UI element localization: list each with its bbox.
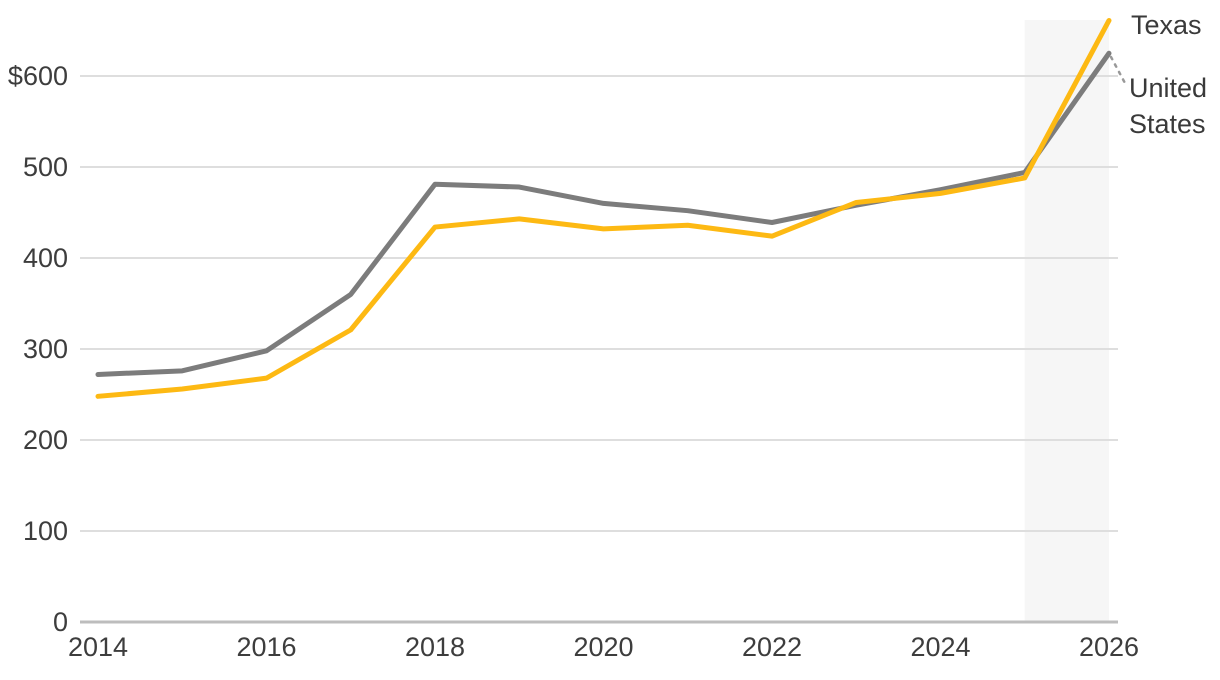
forecast-band bbox=[1024, 20, 1109, 622]
x-tick-label: 2018 bbox=[404, 632, 466, 662]
x-tick-label: 2024 bbox=[910, 632, 971, 662]
y-tick-label: 100 bbox=[22, 516, 68, 546]
x-tick-label: 2014 bbox=[67, 632, 129, 662]
united-states-line bbox=[95, 50, 1112, 377]
y-tick-label: 300 bbox=[22, 334, 68, 364]
texas-series-label: Texas bbox=[1131, 10, 1202, 40]
y-tick-label: 400 bbox=[22, 243, 68, 273]
x-tick-label: 2022 bbox=[741, 632, 803, 662]
texas-line bbox=[95, 17, 1112, 399]
x-tick-label: 2026 bbox=[1078, 632, 1140, 662]
y-tick-label: $600 bbox=[7, 61, 68, 91]
y-tick-label: 500 bbox=[22, 152, 68, 182]
x-tick-label: 2016 bbox=[236, 632, 297, 662]
y-tick-label: 200 bbox=[22, 425, 68, 455]
united-states-series-label: United States bbox=[1129, 73, 1208, 139]
united-states-leader-line bbox=[1109, 55, 1128, 87]
y-tick-label: 0 bbox=[52, 607, 68, 637]
x-tick-label: 2020 bbox=[573, 632, 634, 662]
